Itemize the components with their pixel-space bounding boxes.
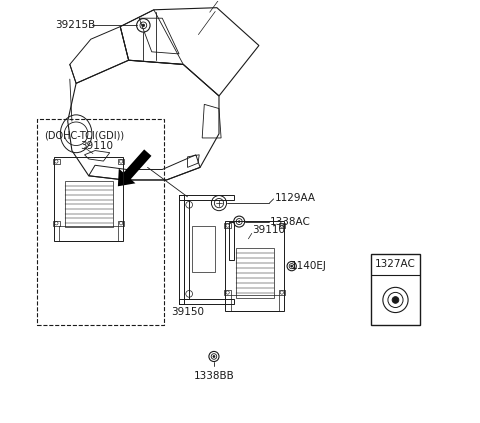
Text: 39110: 39110 [252, 225, 285, 236]
Bar [279, 290, 285, 295]
Bar [236, 248, 274, 297]
Circle shape [392, 297, 399, 303]
Text: (DOHC-TCI(GDI)): (DOHC-TCI(GDI)) [44, 131, 124, 141]
Bar [192, 226, 215, 272]
Bar [54, 157, 123, 241]
Bar [64, 181, 113, 228]
Text: 1327AC: 1327AC [375, 259, 416, 269]
Text: 1338BB: 1338BB [193, 371, 234, 381]
Bar [230, 295, 279, 311]
Text: 39150: 39150 [171, 307, 204, 316]
Bar [228, 222, 234, 260]
Circle shape [291, 265, 293, 267]
Bar [225, 290, 231, 295]
Bar [279, 223, 285, 228]
Text: 39110: 39110 [80, 141, 113, 151]
Bar [118, 159, 124, 164]
Bar [372, 253, 420, 325]
Bar [179, 195, 234, 200]
Circle shape [238, 221, 240, 222]
Text: 1129AA: 1129AA [275, 193, 315, 203]
Bar [179, 299, 234, 304]
Circle shape [142, 24, 144, 27]
Text: 39215B: 39215B [55, 20, 96, 30]
Text: 1338AC: 1338AC [270, 217, 311, 227]
Circle shape [213, 355, 215, 357]
FancyArrowPatch shape [118, 149, 152, 186]
Bar [37, 119, 164, 325]
Bar [184, 200, 189, 299]
Bar [225, 221, 284, 311]
Bar [53, 159, 60, 164]
Bar [118, 221, 124, 226]
Bar [60, 226, 118, 241]
Bar [225, 223, 231, 228]
Bar [53, 221, 60, 226]
Text: 1140EJ: 1140EJ [290, 261, 326, 271]
Bar [179, 195, 184, 304]
